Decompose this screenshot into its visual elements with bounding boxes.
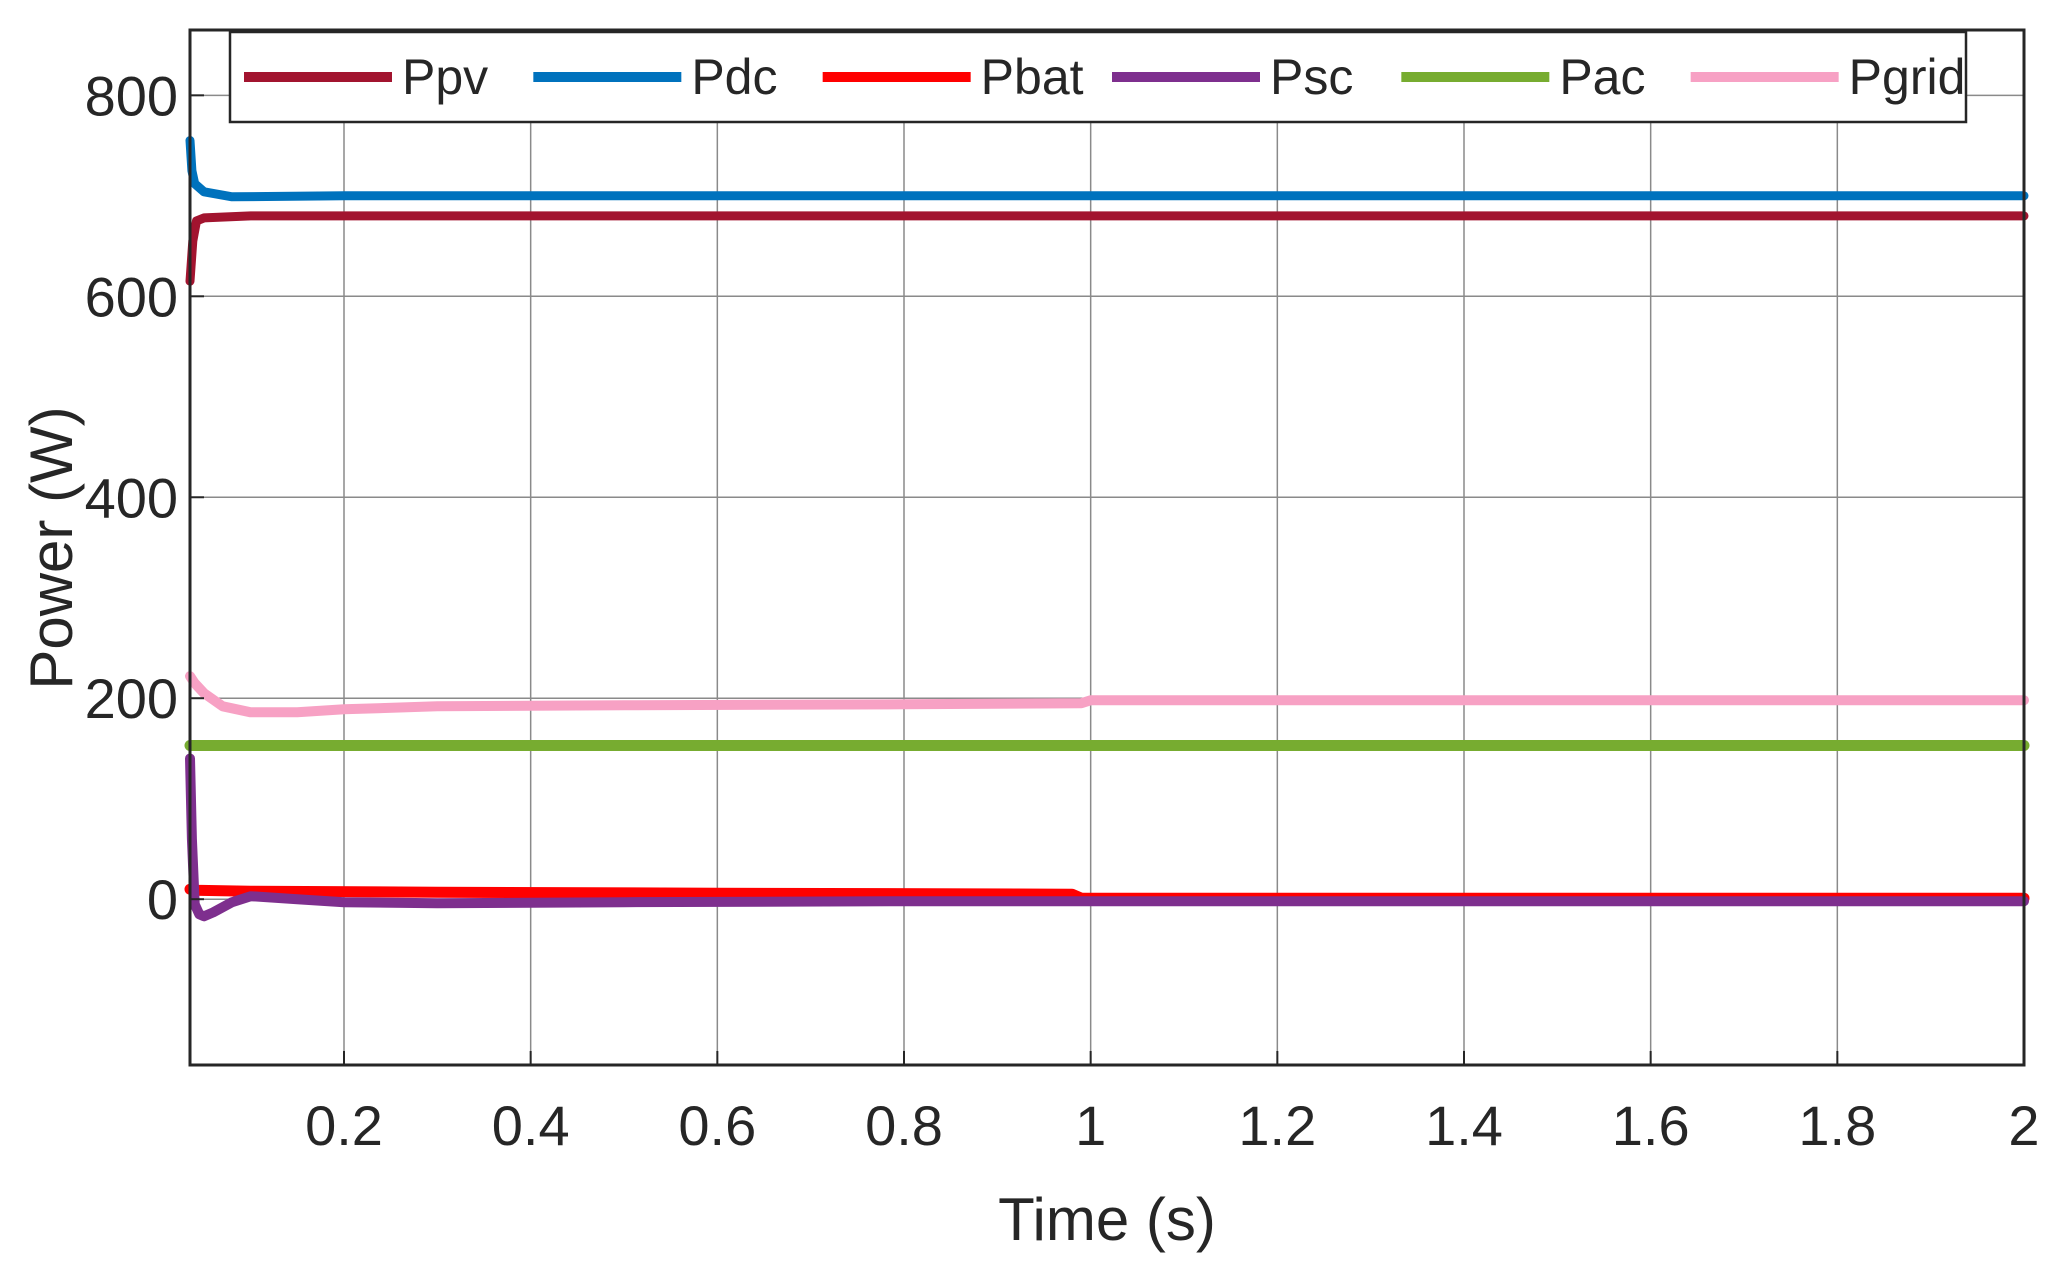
axis-ticks: 0.2 0.4 0.6 0.8 1 1.2 1.4 1.6 1.8 2 0 200 400 600 800: [85, 64, 2040, 1157]
legend-label-psc: Psc: [1270, 49, 1353, 105]
x-tick-label: 0.2: [305, 1094, 383, 1157]
y-tick-label: 0: [147, 868, 178, 931]
legend: Ppv Pdc Pbat Psc Pac Pgrid: [228, 30, 1968, 124]
legend-label-pac: Pac: [1559, 49, 1645, 105]
series-line-ppv: [185, 211, 2029, 286]
legend-label-ppv: Ppv: [402, 49, 488, 105]
series-line-psc: [185, 753, 2029, 922]
x-tick-label: 1.4: [1425, 1094, 1503, 1157]
y-tick-label: 600: [85, 265, 178, 328]
y-axis-label: Power (W): [18, 406, 85, 689]
series-line-pdc: [185, 136, 2029, 202]
x-tick-label: 0.8: [865, 1094, 943, 1157]
x-tick-label: 2: [2008, 1094, 2039, 1157]
legend-label-pbat: Pbat: [981, 49, 1084, 105]
x-tick-label: 1.6: [1612, 1094, 1690, 1157]
y-tick-label: 400: [85, 466, 178, 529]
x-tick-label: 1.8: [1798, 1094, 1876, 1157]
x-tick-label: 0.4: [492, 1094, 570, 1157]
legend-box: [228, 30, 1968, 124]
plot-frame: [188, 28, 2026, 1067]
y-tick-label: 200: [85, 667, 178, 730]
legend-label-pdc: Pdc: [691, 49, 777, 105]
x-tick-label: 1.2: [1238, 1094, 1316, 1157]
y-tick-label: 800: [85, 64, 178, 127]
series-line-pgrid: [185, 671, 2029, 718]
series-lines: [184, 136, 2030, 922]
plot-area: [190, 30, 2024, 1065]
x-tick-label: 0.6: [678, 1094, 756, 1157]
x-tick-label: 1: [1075, 1094, 1106, 1157]
x-axis-label: Time (s): [998, 1186, 1216, 1253]
legend-label-pgrid: Pgrid: [1849, 49, 1966, 105]
